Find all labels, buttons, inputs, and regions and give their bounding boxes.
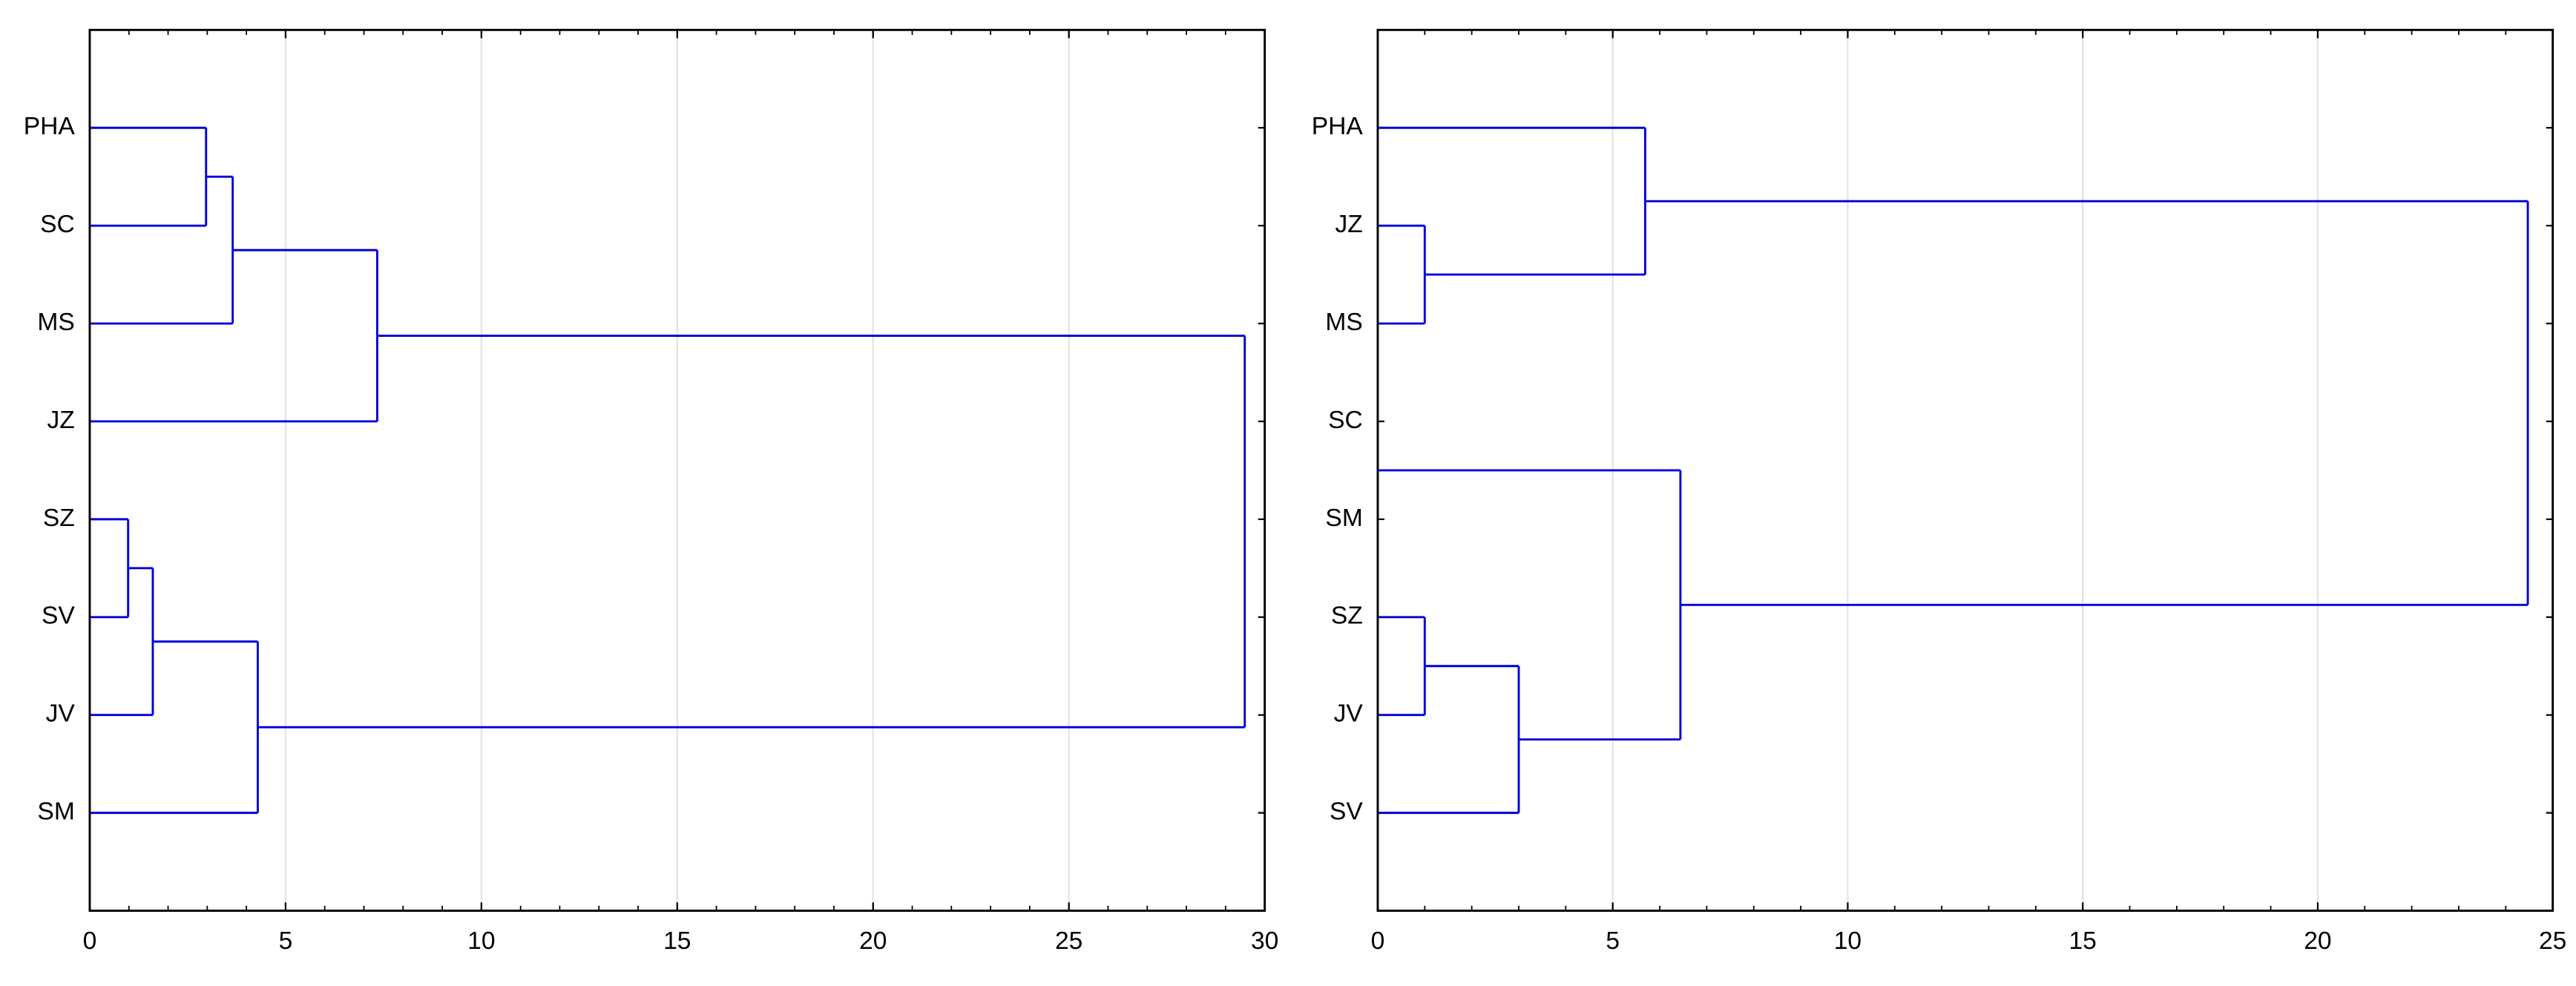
leaf-label: SC [40,211,75,238]
leaf-label: SC [1328,407,1363,434]
x-tick-label: 5 [279,927,293,955]
leaf-label: SV [1330,798,1363,825]
x-tick-label: 10 [1834,927,1862,955]
leaf-label: SM [37,798,74,825]
leaf-label: SZ [43,504,75,532]
leaf-label: SV [42,602,75,630]
x-tick-label: 0 [83,927,97,955]
x-tick-label: 25 [1055,927,1082,955]
leaf-label: JV [46,700,76,728]
leaf-label: MS [37,309,74,336]
leaf-label: SZ [1331,602,1363,630]
leaf-label: PHA [24,113,76,140]
leaf-label: PHA [1312,113,1364,140]
leaf-label: JZ [47,407,74,434]
x-tick-label: 25 [2539,927,2566,955]
leaf-label: JZ [1335,211,1362,238]
plot-frame [88,28,1266,912]
leaf-label: SM [1325,504,1362,532]
x-tick-label: 5 [1606,927,1620,955]
leaf-label: MS [1325,309,1362,336]
x-tick-label: 15 [663,927,691,955]
x-tick-label: 20 [2304,927,2331,955]
plot-frame [1376,28,2554,912]
x-tick-label: 15 [2069,927,2096,955]
x-tick-label: 30 [1251,927,1278,955]
leaf-label: JV [1334,700,1364,728]
x-tick-label: 20 [859,927,887,955]
x-tick-label: 0 [1371,927,1385,955]
x-tick-label: 10 [467,927,495,955]
